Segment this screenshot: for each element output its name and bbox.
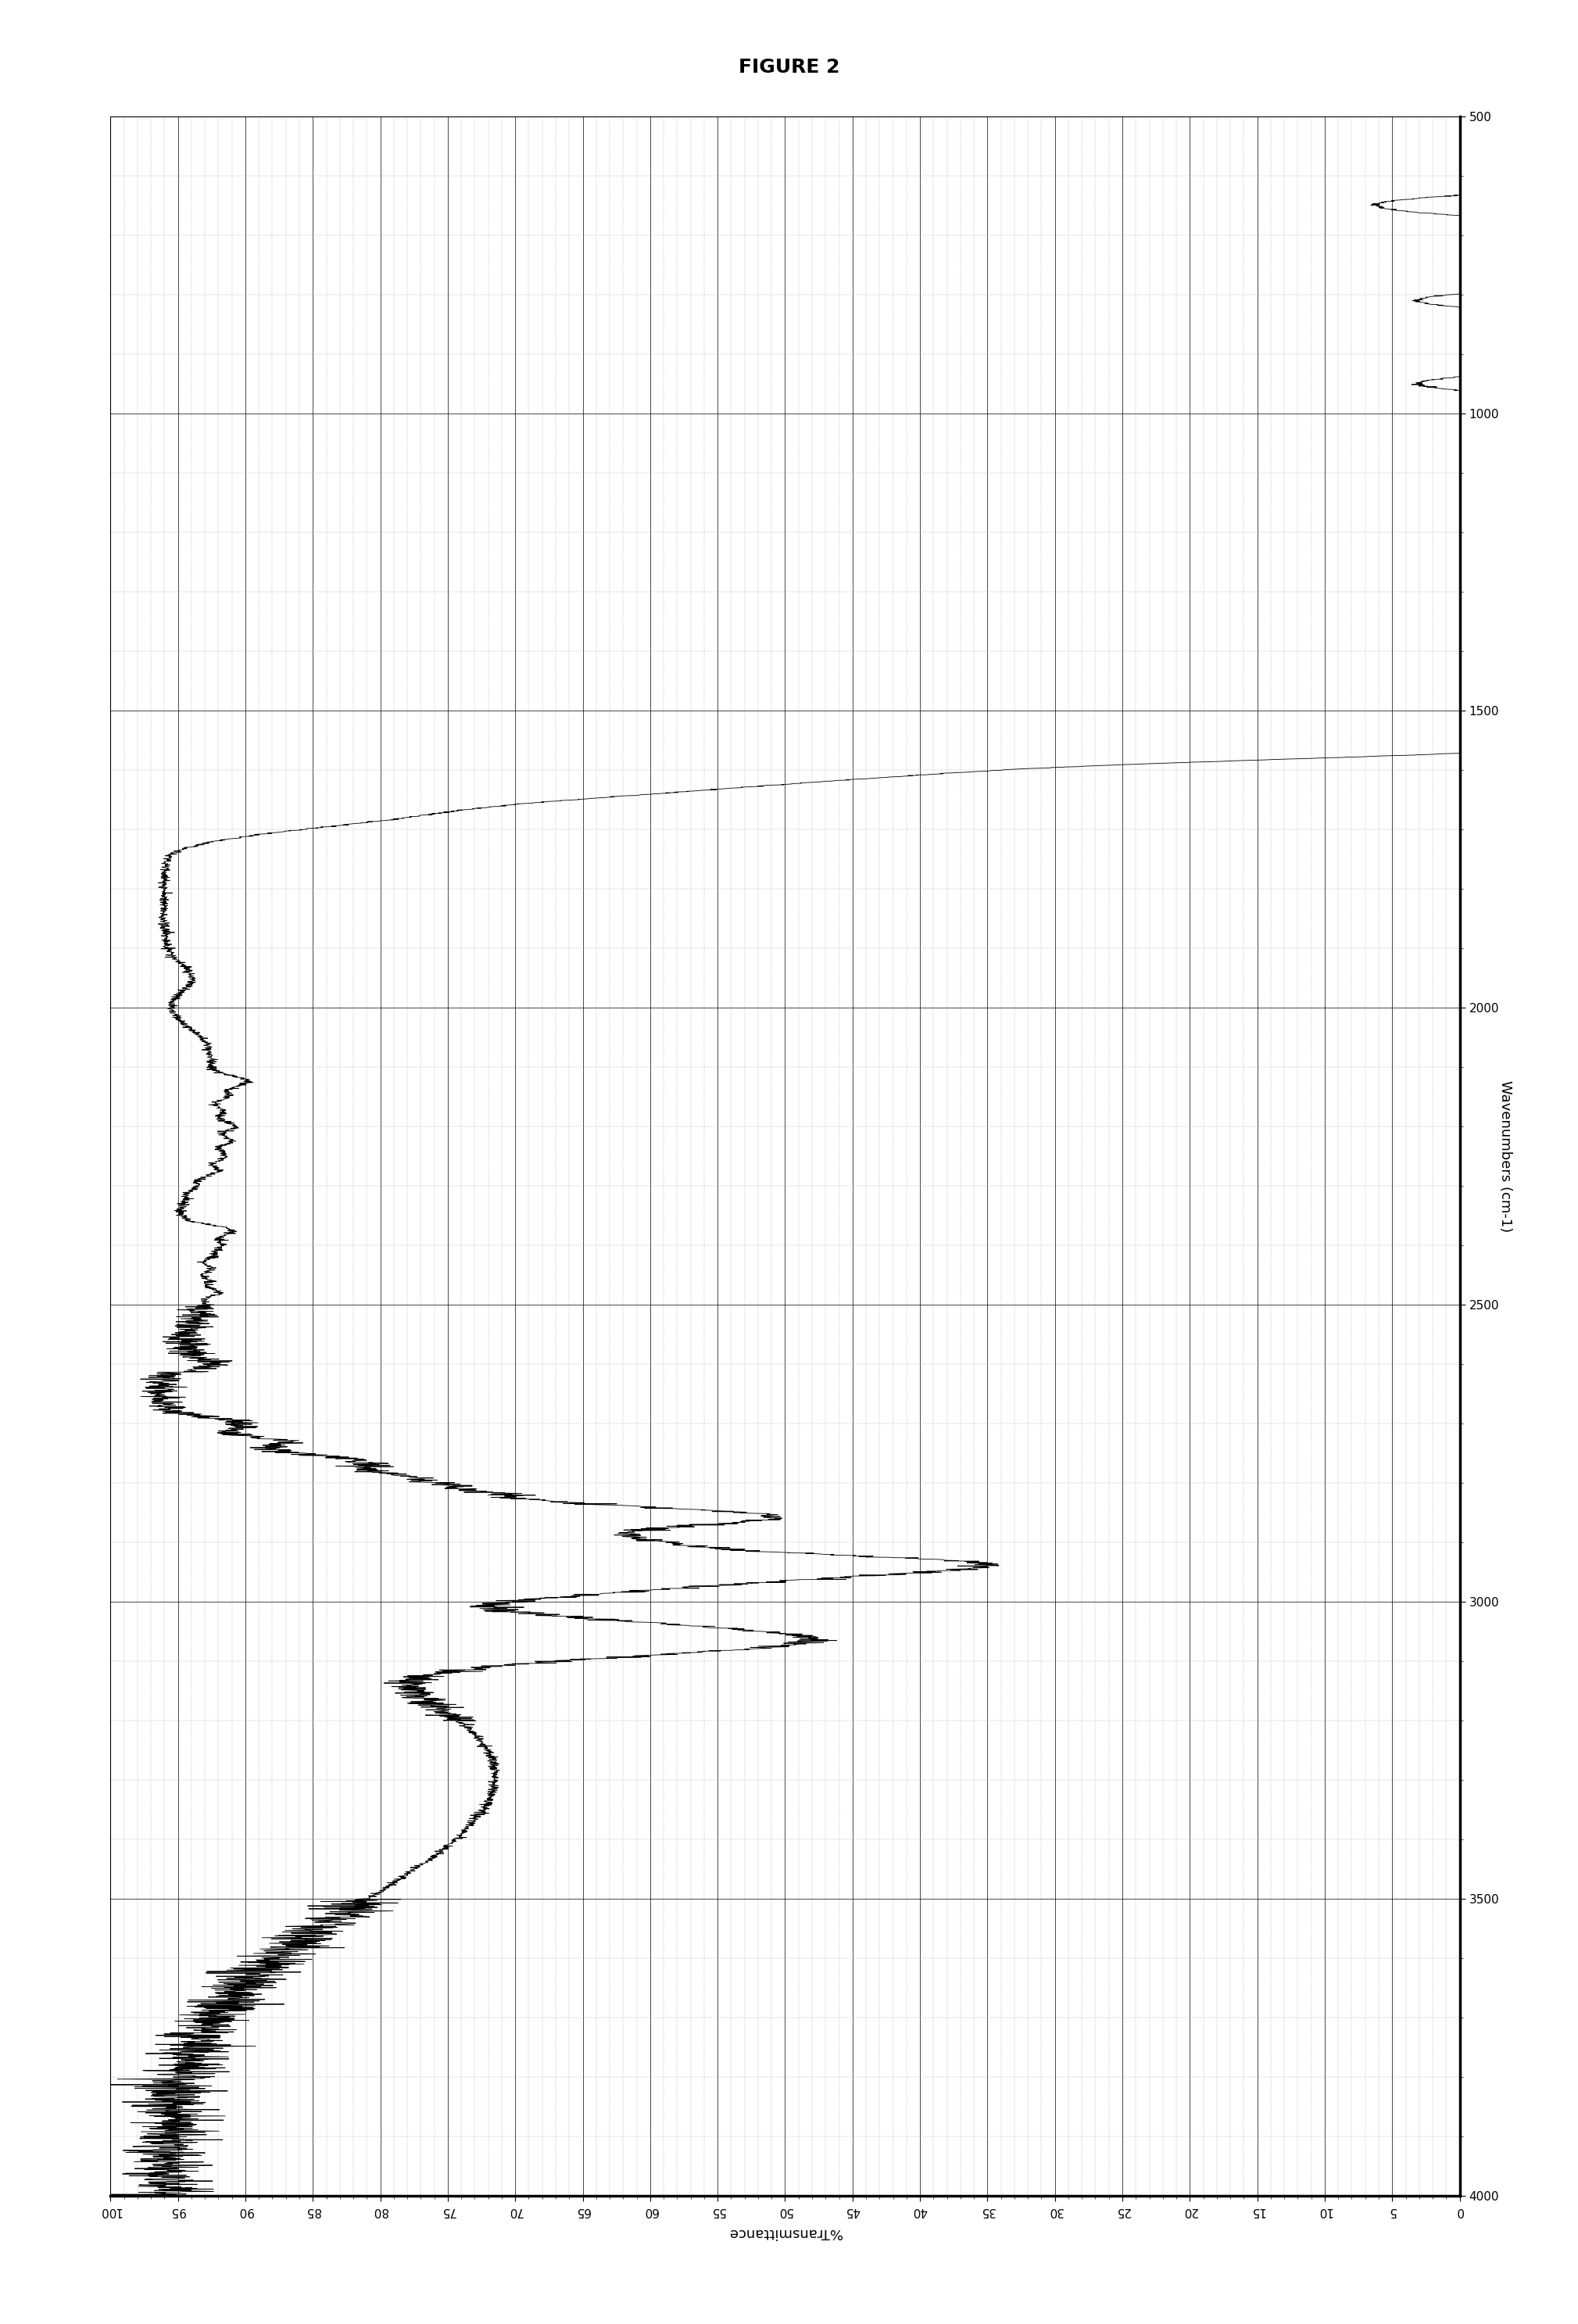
Y-axis label: Wavenumbers (cm-1): Wavenumbers (cm-1) xyxy=(1498,1081,1512,1232)
X-axis label: %Transmittance: %Transmittance xyxy=(729,2226,841,2240)
Text: FIGURE 2: FIGURE 2 xyxy=(739,58,839,77)
